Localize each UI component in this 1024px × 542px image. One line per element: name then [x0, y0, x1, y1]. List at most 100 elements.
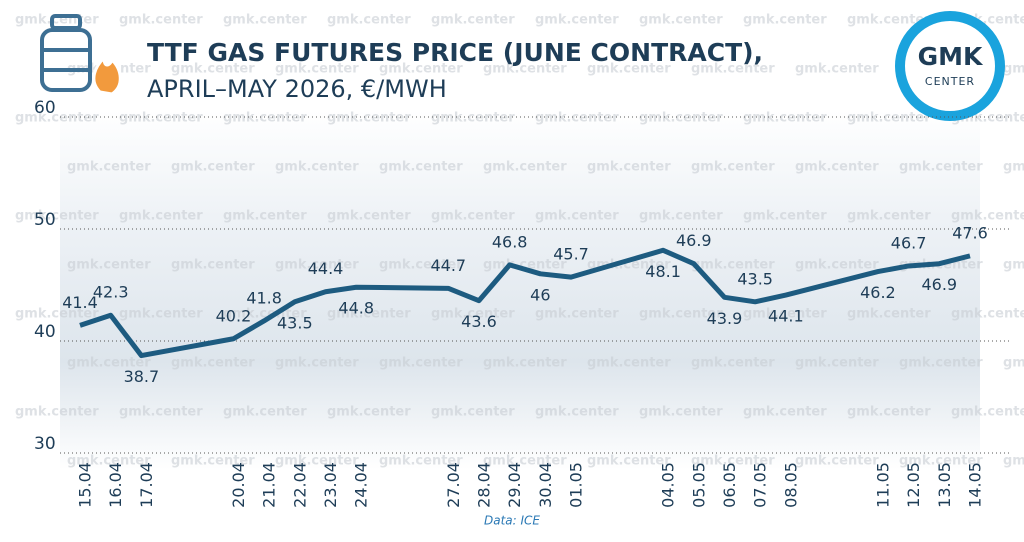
watermark: gmk.center	[951, 307, 1024, 322]
watermark: gmk.center	[691, 160, 775, 175]
watermark: gmk.center	[1003, 356, 1024, 371]
data-label: 46	[530, 285, 550, 304]
watermark: gmk.center	[847, 13, 931, 28]
logo: GMK CENTER	[895, 11, 1005, 121]
watermark: gmk.center	[1003, 454, 1024, 469]
logo-subtext: CENTER	[925, 75, 975, 88]
x-tick-label: 01.05	[567, 462, 586, 508]
x-tick-label: 08.05	[781, 462, 800, 508]
watermark: gmk.center	[379, 454, 463, 469]
chart-title: TTF GAS FUTURES PRICE (JUNE CONTRACT),	[147, 38, 763, 67]
data-label: 43.6	[461, 312, 497, 331]
watermark: gmk.center	[535, 111, 619, 126]
x-tick-label: 16.04	[106, 462, 125, 508]
data-label: 42.3	[93, 283, 129, 302]
x-tick-label: 15.04	[76, 462, 95, 508]
x-tick-label: 28.04	[474, 462, 493, 508]
data-label: 44.1	[768, 307, 804, 326]
watermark: gmk.center	[431, 209, 515, 224]
x-tick-label: 20.04	[229, 462, 248, 508]
watermark: gmk.center	[535, 209, 619, 224]
watermark: gmk.center	[275, 454, 359, 469]
watermark: gmk.center	[535, 405, 619, 420]
watermark: gmk.center	[639, 111, 723, 126]
watermark: gmk.center	[223, 307, 307, 322]
data-label: 46.2	[860, 283, 896, 302]
x-tick-label: 04.05	[659, 462, 678, 508]
watermark: gmk.center	[847, 307, 931, 322]
watermark: gmk.center	[379, 160, 463, 175]
watermark: gmk.center	[327, 13, 411, 28]
watermark: gmk.center	[15, 307, 99, 322]
x-tick-label: 07.05	[751, 462, 770, 508]
watermark: gmk.center	[1003, 160, 1024, 175]
watermark: gmk.center	[535, 13, 619, 28]
chart-subtitle: APRIL–MAY 2026, €/MWH	[147, 75, 447, 103]
watermark: gmk.center	[223, 209, 307, 224]
watermark: gmk.center	[67, 454, 151, 469]
watermark: gmk.center	[535, 307, 619, 322]
x-tick-label: 27.04	[444, 462, 463, 508]
watermark: gmk.center	[847, 111, 931, 126]
x-tick-label: 21.04	[260, 462, 279, 508]
watermark: gmk.center	[119, 405, 203, 420]
watermark: gmk.center	[379, 62, 463, 77]
watermark: gmk.center	[483, 356, 567, 371]
watermark: gmk.center	[1003, 258, 1024, 273]
watermark: gmk.center	[171, 258, 255, 273]
watermark: gmk.center	[899, 356, 983, 371]
watermark: gmk.center	[431, 13, 515, 28]
watermark: gmk.center	[847, 209, 931, 224]
watermark: gmk.center	[15, 209, 99, 224]
data-label: 44.4	[308, 259, 344, 278]
watermark: gmk.center	[743, 13, 827, 28]
watermark: gmk.center	[223, 13, 307, 28]
watermark: gmk.center	[483, 62, 567, 77]
data-label: 38.7	[124, 367, 160, 386]
watermark: gmk.center	[171, 160, 255, 175]
watermark: gmk.center	[795, 62, 879, 77]
watermark: gmk.center	[379, 258, 463, 273]
watermark: gmk.center	[67, 160, 151, 175]
watermark: gmk.center	[327, 405, 411, 420]
watermark: gmk.center	[327, 307, 411, 322]
watermark: gmk.center	[587, 454, 671, 469]
y-tick-label: 40	[34, 322, 56, 342]
watermark: gmk.center	[275, 160, 359, 175]
watermark: gmk.center	[67, 356, 151, 371]
watermark: gmk.center	[847, 405, 931, 420]
watermark: gmk.center	[743, 405, 827, 420]
x-tick-label: 05.05	[689, 462, 708, 508]
y-tick-label: 60	[34, 98, 56, 118]
watermark: gmk.center	[171, 454, 255, 469]
watermark: gmk.center	[275, 62, 359, 77]
x-tick-label: 30.04	[536, 462, 555, 508]
logo-text: GMK	[918, 42, 984, 71]
watermark: gmk.center	[15, 111, 99, 126]
watermark: gmk.center	[795, 160, 879, 175]
watermark: gmk.center	[483, 454, 567, 469]
data-label: 43.5	[277, 313, 313, 332]
watermark: gmk.center	[951, 209, 1024, 224]
watermark: gmk.center	[15, 405, 99, 420]
watermark: gmk.center	[275, 258, 359, 273]
watermark: gmk.center	[691, 454, 775, 469]
watermark: gmk.center	[1003, 62, 1024, 77]
watermark: gmk.center	[119, 307, 203, 322]
watermark: gmk.center	[743, 209, 827, 224]
watermark: gmk.center	[223, 111, 307, 126]
watermark: gmk.center	[691, 62, 775, 77]
watermark: gmk.center	[431, 405, 515, 420]
watermark: gmk.center	[119, 13, 203, 28]
watermark: gmk.center	[119, 209, 203, 224]
watermark: gmk.center	[171, 62, 255, 77]
x-tick-label: 14.05	[966, 462, 985, 508]
x-tick-label: 23.04	[321, 462, 340, 508]
data-label: 46.9	[676, 231, 712, 250]
source-note: Data: ICE	[484, 514, 540, 528]
watermark: gmk.center	[951, 405, 1024, 420]
data-label: 40.2	[216, 306, 252, 325]
data-label: 43.9	[707, 309, 743, 328]
watermark: gmk.center	[899, 160, 983, 175]
